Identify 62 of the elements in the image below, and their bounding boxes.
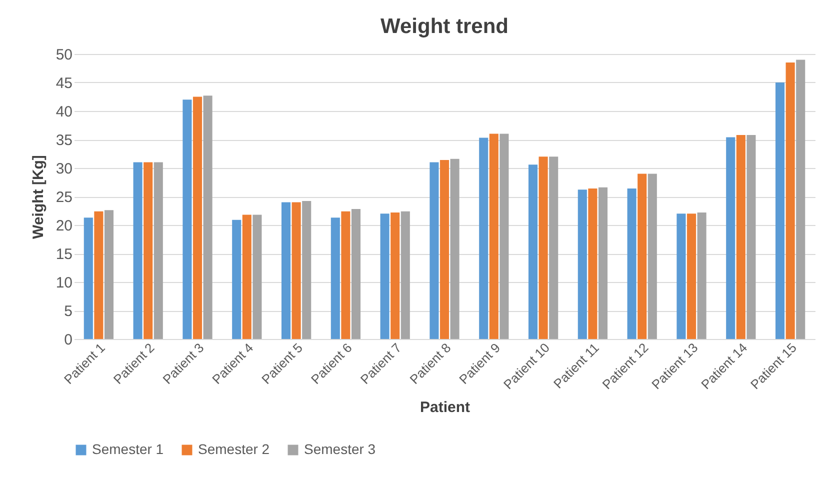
x-axis-title: Patient	[420, 399, 470, 416]
bar	[380, 214, 390, 339]
y-tick-label: 40	[56, 104, 72, 120]
bar	[726, 137, 736, 339]
bar	[94, 211, 104, 339]
bar	[578, 190, 587, 339]
y-axis-title: Weight [Kg]	[30, 155, 47, 239]
bar	[84, 218, 93, 339]
legend-label: Semester 2	[198, 441, 270, 457]
bar	[430, 162, 439, 339]
bar	[796, 60, 806, 339]
y-tick-label: 15	[56, 246, 72, 263]
bar	[686, 214, 696, 339]
bar	[538, 156, 548, 339]
y-tick-label: 30	[56, 160, 72, 178]
bar	[627, 188, 636, 339]
y-tick-label: 0	[64, 332, 72, 348]
y-tick-label: 45	[56, 75, 72, 92]
y-tick-label: 35	[56, 132, 72, 149]
bar	[598, 187, 608, 339]
bar	[133, 162, 142, 339]
bar	[489, 134, 498, 339]
legend-label: Semester 3	[304, 441, 376, 457]
bar	[400, 211, 410, 339]
bar	[786, 62, 795, 339]
y-tick-label: 20	[56, 218, 72, 234]
bar	[351, 209, 361, 339]
bar	[232, 220, 242, 339]
bar	[330, 218, 340, 339]
y-tick-label: 25	[56, 189, 72, 206]
bar	[775, 82, 785, 339]
bar	[154, 162, 163, 339]
bar	[638, 174, 647, 339]
bar	[203, 96, 212, 339]
bar	[182, 100, 192, 339]
bar	[192, 96, 202, 339]
bar	[528, 164, 538, 339]
bar	[549, 156, 558, 339]
y-tick-label: 10	[56, 274, 72, 292]
legend-label: Semester 1	[92, 441, 164, 457]
bar	[292, 202, 301, 339]
bar	[479, 138, 488, 339]
y-tick-label: 5	[64, 303, 72, 320]
bar	[144, 162, 153, 339]
bar	[440, 160, 450, 339]
bar	[697, 212, 706, 339]
bar	[252, 214, 262, 339]
bar	[588, 188, 598, 339]
bar	[736, 134, 746, 339]
y-tick-label: 50	[56, 46, 72, 64]
bar	[746, 134, 756, 339]
bar	[648, 174, 657, 339]
bar	[302, 201, 312, 339]
bar	[281, 202, 291, 339]
bar	[242, 214, 252, 339]
chart-title: Weight trend	[380, 15, 508, 38]
bar	[500, 134, 509, 339]
bar	[341, 211, 350, 339]
bar	[104, 210, 114, 339]
bar	[450, 158, 460, 339]
bar	[390, 212, 400, 339]
bar	[676, 214, 686, 339]
